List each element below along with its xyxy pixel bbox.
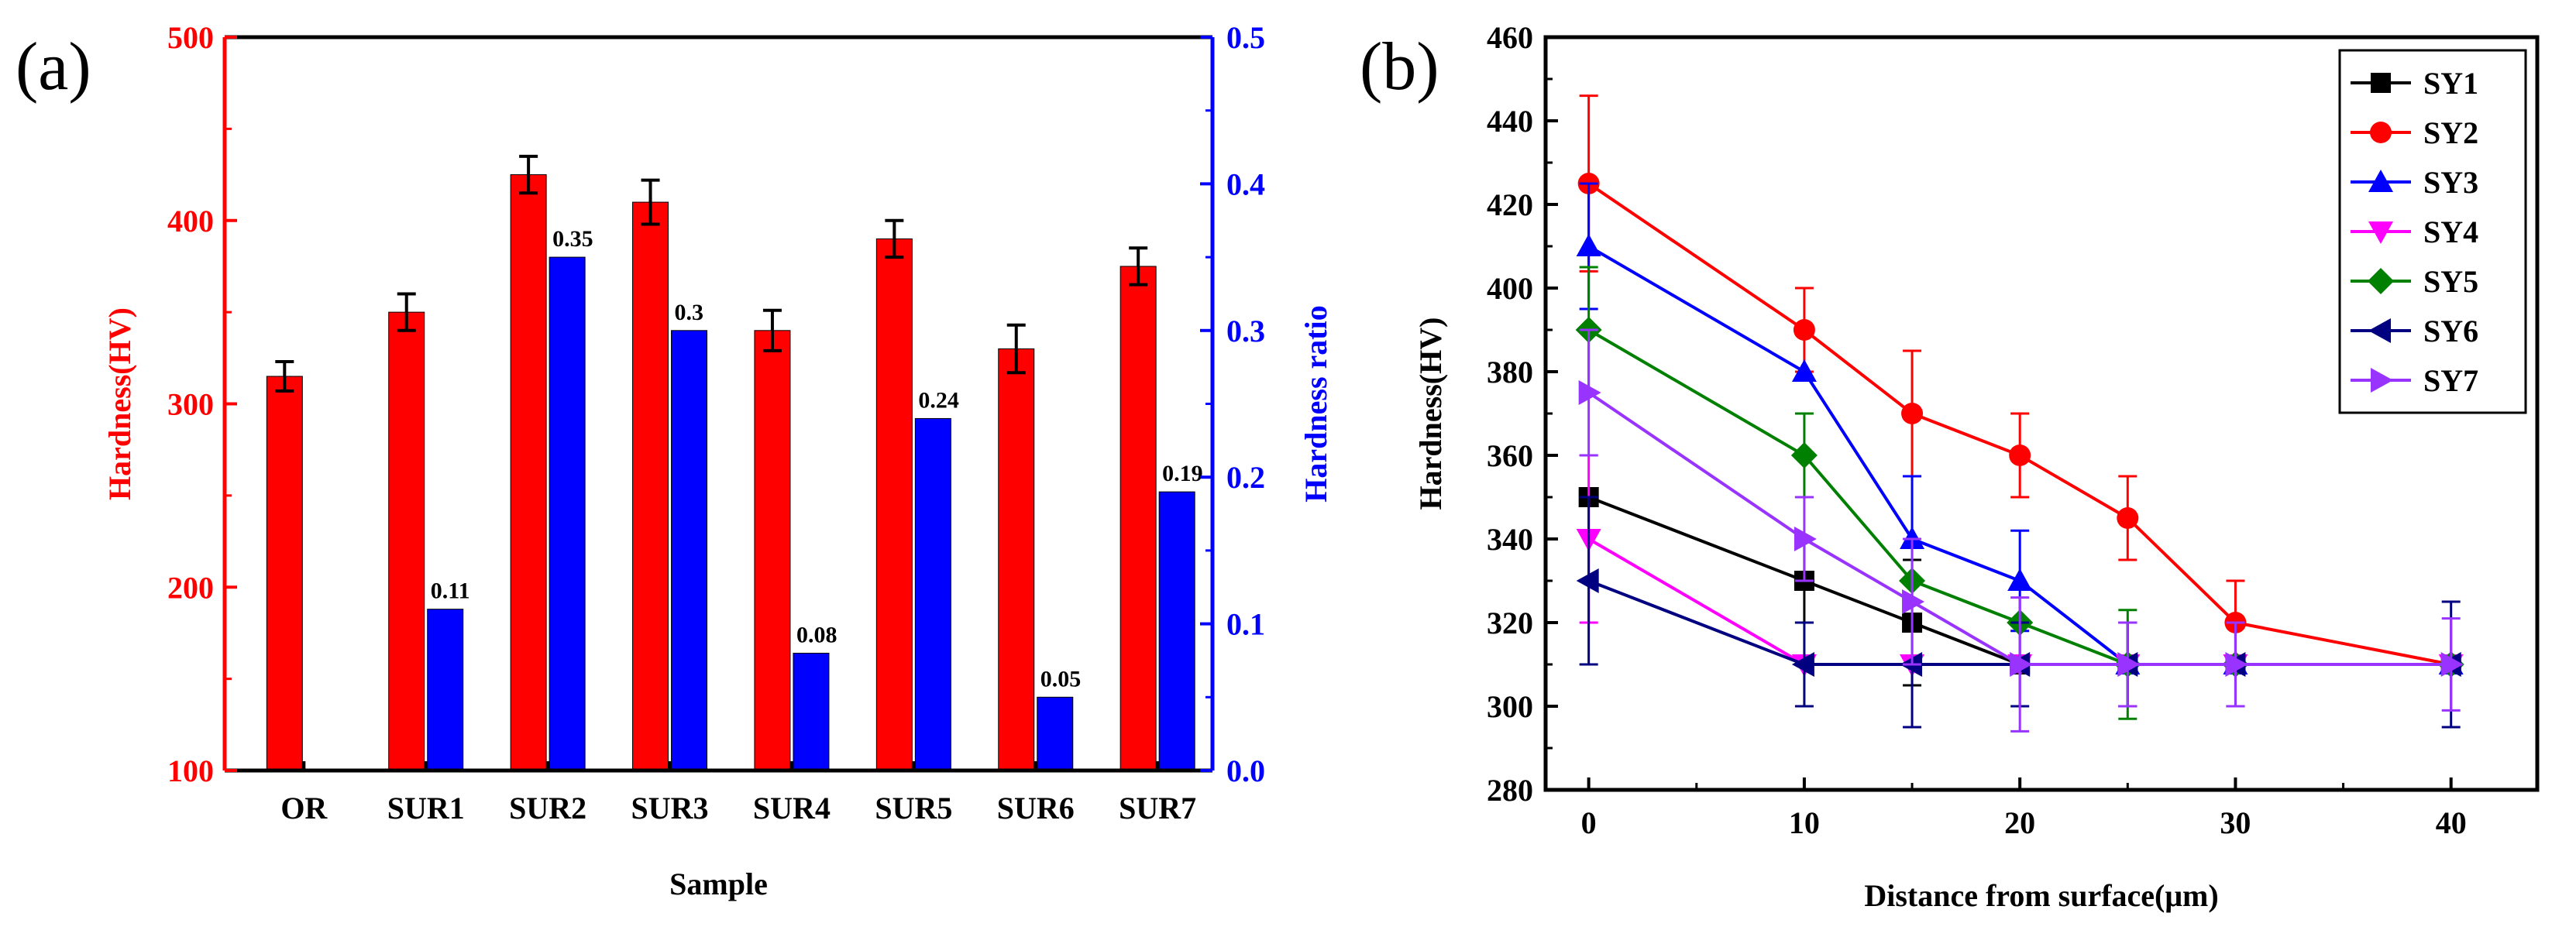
- series-sy7: [1578, 328, 2464, 733]
- legend-label: SY1: [2423, 66, 2478, 101]
- data-point: [2225, 652, 2248, 677]
- data-point: [2440, 652, 2464, 677]
- y-tick-label: 280: [1487, 773, 1533, 808]
- data-point: [2117, 507, 2139, 529]
- right-y-tick-label: 0.0: [1226, 753, 1265, 788]
- hardness-ratio-bar: [793, 652, 830, 771]
- legend-label: SY3: [2423, 165, 2478, 200]
- right-y-tick-label: 0.1: [1226, 607, 1265, 642]
- x-axis-title: Distance from surface(μm): [1864, 878, 2218, 913]
- x-tick-label: SUR3: [631, 791, 709, 825]
- hardness-bar: [875, 238, 913, 771]
- data-point: [2117, 652, 2141, 677]
- legend-marker: [2368, 221, 2393, 244]
- data-point: [1576, 234, 1601, 256]
- y-tick-label: 360: [1487, 438, 1533, 473]
- x-tick-label: SUR4: [753, 791, 831, 825]
- bar-value-label: 0.11: [431, 578, 470, 604]
- left-y-tick-label: 300: [167, 387, 214, 422]
- x-tick-label: SUR2: [509, 791, 586, 825]
- data-point: [1793, 319, 1815, 341]
- hardness-ratio-bar: [1158, 491, 1195, 771]
- x-tick-label: SUR6: [997, 791, 1075, 825]
- panel-b-label: (b): [1360, 29, 1439, 105]
- x-tick-label: OR: [280, 791, 328, 825]
- legend-marker: [2368, 170, 2393, 192]
- y-tick-label: 300: [1487, 689, 1533, 724]
- y-tick-label: 420: [1487, 187, 1533, 222]
- x-tick-label: 10: [1789, 805, 1820, 840]
- bar-value-label: 0.19: [1162, 461, 1203, 486]
- x-axis-title: Sample: [669, 867, 768, 901]
- hardness-bar: [1119, 266, 1157, 771]
- x-tick-label: SUR5: [875, 791, 952, 825]
- data-point: [1794, 527, 1817, 551]
- hardness-ratio-bar: [549, 256, 586, 771]
- data-point: [2010, 652, 2033, 677]
- data-point: [1576, 568, 1599, 593]
- left-y-tick-label: 200: [167, 570, 214, 605]
- legend-marker: [2370, 122, 2392, 143]
- x-tick-label: 20: [2004, 805, 2035, 840]
- y-tick-label: 440: [1487, 104, 1533, 139]
- left-y-axis-title: Hardness(HV): [102, 307, 137, 500]
- y-tick-label: 400: [1487, 271, 1533, 306]
- hardness-bar: [388, 311, 425, 771]
- left-y-tick-label: 500: [167, 20, 214, 55]
- y-tick-label: 460: [1487, 20, 1533, 55]
- panel-a-label: (a): [15, 29, 91, 105]
- x-tick-label: SUR1: [387, 791, 465, 825]
- data-point: [1791, 652, 1814, 677]
- data-point: [1578, 380, 1601, 405]
- legend-marker: [2368, 318, 2391, 343]
- x-tick-label: 0: [1581, 805, 1597, 840]
- hardness-ratio-bar: [914, 417, 951, 771]
- right-y-tick-label: 0.5: [1226, 20, 1265, 55]
- legend-marker: [2371, 368, 2393, 393]
- x-tick-label: 30: [2220, 805, 2251, 840]
- legend-marker: [2371, 73, 2391, 93]
- legend-label: SY5: [2423, 264, 2478, 299]
- bar-value-label: 0.35: [552, 226, 593, 252]
- hardness-ratio-bar: [427, 609, 464, 771]
- right-y-tick-label: 0.4: [1226, 166, 1265, 201]
- right-y-axis-title: Hardness ratio: [1298, 305, 1333, 502]
- panel-b-chart: 280 300 320 340 360 380 400 420 440 460 0 10 20 30 40 D…: [1413, 20, 2540, 913]
- y-tick-label: 320: [1487, 606, 1533, 640]
- hardness-bar: [754, 330, 791, 771]
- bar-value-label: 0.24: [918, 387, 959, 413]
- left-y-tick-label: 400: [167, 204, 214, 239]
- y-tick-label: 380: [1487, 355, 1533, 390]
- right-y-tick-label: 0.2: [1226, 460, 1265, 495]
- legend-marker: [2368, 268, 2394, 294]
- x-tick-label: 40: [2436, 805, 2467, 840]
- data-point: [2007, 568, 2033, 591]
- legend-label: SY7: [2423, 363, 2478, 398]
- left-y-tick-label: 100: [167, 753, 214, 788]
- bar-value-label: 0.05: [1040, 666, 1082, 692]
- legend-label: SY2: [2423, 115, 2478, 150]
- data-point: [1902, 589, 1925, 614]
- data-point: [2009, 444, 2031, 466]
- right-y-tick-label: 0.3: [1226, 314, 1265, 348]
- hardness-bar: [998, 348, 1035, 771]
- data-point: [1790, 442, 1818, 468]
- x-tick-label: SUR7: [1119, 791, 1196, 825]
- bar-value-label: 0.08: [796, 622, 837, 647]
- legend-label: SY6: [2423, 314, 2478, 348]
- bar-value-label: 0.3: [675, 300, 704, 325]
- hardness-bar: [632, 201, 669, 771]
- y-tick-label: 340: [1487, 522, 1533, 557]
- hardness-ratio-bar: [1037, 696, 1074, 771]
- panel-a-chart: 0.11 0.35 0.3 0.08 0.24 0.05 0.19 100 200 300 400 5…: [102, 20, 1333, 901]
- data-point: [1901, 403, 1924, 424]
- legend: SY1 SY2 SY3 SY4 SY5 SY6 SY7: [2338, 49, 2527, 414]
- hardness-ratio-bar: [671, 330, 708, 771]
- hardness-bar: [266, 376, 303, 771]
- y-axis-title: Hardness(HV): [1413, 317, 1448, 510]
- legend-label: SY4: [2423, 215, 2478, 249]
- data-point: [1791, 359, 1817, 382]
- hardness-bar: [510, 174, 547, 771]
